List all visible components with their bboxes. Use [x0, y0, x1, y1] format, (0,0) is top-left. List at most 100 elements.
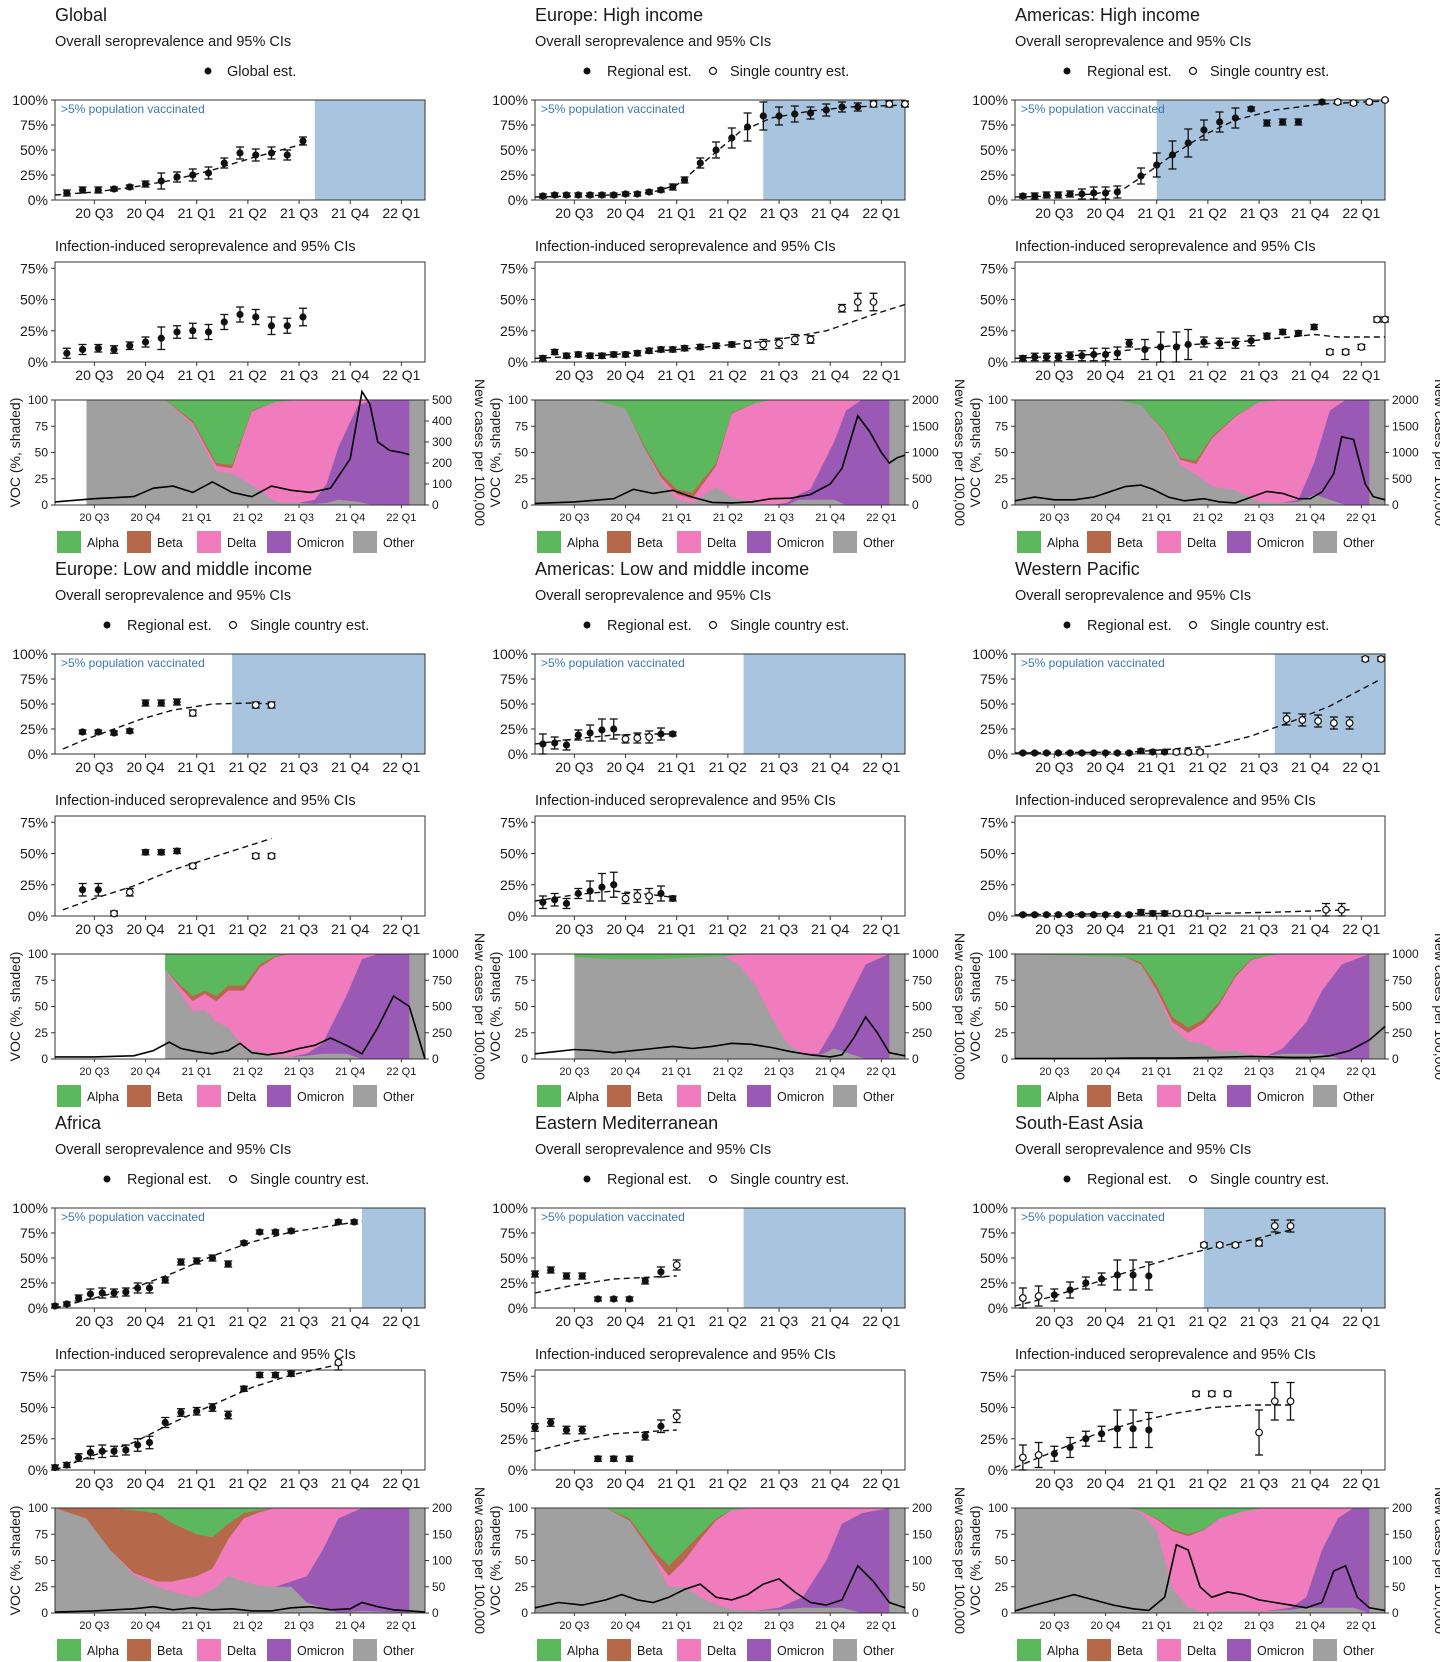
- cases-ytick-label: 50: [1392, 1580, 1406, 1594]
- voc-ytick-label: 50: [995, 1000, 1009, 1014]
- infection-ytick-label: 75%: [980, 1368, 1008, 1384]
- legend-swatch-omicron: [267, 1085, 291, 1107]
- infection-subtitle: Infection-induced seroprevalence and 95%…: [535, 1347, 836, 1363]
- infection-xtick-label: 21 Q3: [760, 1475, 798, 1491]
- cases-ytick-label: 1000: [912, 446, 939, 460]
- vaccinated-label: >5% population vaccinated: [541, 102, 685, 116]
- overall-point-regional: [562, 191, 571, 199]
- overall-point-regional: [283, 151, 291, 159]
- infection-xtick-label: 22 Q1: [1342, 921, 1380, 937]
- infection-ytick-label: 0%: [988, 354, 1008, 370]
- panel-western-pacific: Western Pacific Overall seroprevalence an…: [967, 559, 1440, 1107]
- voc-xtick-label: 20 Q4: [131, 512, 161, 524]
- overall-point-regional: [1042, 191, 1051, 199]
- overall-xtick-label: 21 Q1: [658, 1313, 696, 1329]
- panel-americas-high-income: Americas: High income Overall seroprevale…: [967, 5, 1440, 553]
- overall-point-single: [1298, 716, 1307, 724]
- overall-point-regional: [287, 1227, 295, 1235]
- infection-point-regional: [547, 1418, 555, 1427]
- infection-xtick-label: 20 Q3: [1035, 921, 1073, 937]
- voc-xtick-label: 21 Q3: [764, 1066, 794, 1078]
- overall-point-regional: [110, 185, 118, 193]
- overall-point-regional: [578, 1272, 586, 1280]
- overall-point-regional: [173, 698, 181, 706]
- infection-frame: [534, 1369, 906, 1471]
- voc-xtick-label: 21 Q4: [815, 512, 845, 524]
- infection-point-regional: [1294, 329, 1303, 337]
- infection-xtick-label: 21 Q1: [658, 921, 696, 937]
- infection-point-regional: [562, 899, 571, 908]
- overall-ytick-label: 100%: [12, 1200, 48, 1216]
- overall-point-regional: [621, 190, 630, 198]
- infection-subtitle: Infection-induced seroprevalence and 95%…: [1015, 793, 1316, 809]
- voc-ytick-label: 0: [41, 1606, 48, 1620]
- infection-xtick-label: 20 Q3: [1035, 367, 1073, 383]
- voc-ytick-label: 75: [515, 973, 529, 987]
- cases-ylabel: New cases per 100,000: [472, 379, 488, 526]
- legend-regional-marker: [1063, 1175, 1071, 1183]
- legend-swatch-omicron: [1227, 531, 1251, 553]
- overall-point-regional: [208, 1254, 217, 1262]
- voc-ytick-label: 0: [41, 1052, 48, 1066]
- overall-xtick-label: 20 Q3: [75, 1313, 113, 1329]
- infection-point-regional: [204, 328, 213, 336]
- overall-ytick-label: 0%: [988, 192, 1008, 208]
- overall-ytick-label: 25%: [20, 721, 48, 737]
- infection-point-regional: [94, 344, 102, 352]
- infection-fit-line: [1014, 333, 1385, 359]
- infection-xtick-label: 21 Q2: [229, 921, 267, 937]
- overall-point-regional: [1031, 749, 1039, 757]
- overall-xtick-label: 21 Q1: [1138, 205, 1176, 221]
- overall-subtitle: Overall seroprevalence and 95% CIs: [1015, 588, 1251, 604]
- infection-xtick-label: 21 Q2: [229, 367, 267, 383]
- infection-ytick-label: 50%: [20, 846, 48, 862]
- cases-ytick-label: 150: [912, 1527, 932, 1541]
- overall-xtick-label: 20 Q4: [1086, 1313, 1124, 1329]
- voc-delta-area: [55, 1508, 410, 1598]
- overall-point-single: [1365, 98, 1374, 106]
- voc-ytick-label: 50: [35, 1554, 49, 1568]
- overall-xtick-label: 21 Q3: [1240, 1313, 1278, 1329]
- infection-frame: [54, 1369, 426, 1471]
- voc-ytick-label: 75: [35, 419, 49, 433]
- overall-xtick-label: 21 Q3: [760, 205, 798, 221]
- overall-point-single: [633, 734, 642, 742]
- overall-point-regional: [236, 149, 244, 157]
- overall-xtick-label: 21 Q2: [229, 759, 267, 775]
- overall-ytick-label: 0%: [988, 746, 1008, 762]
- voc-ytick-label: 75: [35, 1527, 49, 1541]
- cases-ytick-label: 1000: [1392, 947, 1419, 961]
- legend-label-omicron: Omicron: [297, 536, 344, 550]
- legend-swatch-beta: [127, 1639, 151, 1661]
- infection-xtick-label: 21 Q4: [811, 367, 849, 383]
- overall-point-regional: [594, 1295, 602, 1303]
- legend-label-omicron: Omicron: [1257, 536, 1304, 550]
- overall-point-regional: [1125, 749, 1133, 757]
- overall-point-regional: [669, 183, 677, 191]
- legend-label-beta: Beta: [637, 1090, 663, 1104]
- legend-swatch-alpha: [1017, 531, 1041, 553]
- infection-point-single: [1270, 1397, 1279, 1406]
- infection-point-regional: [126, 342, 134, 350]
- overall-xtick-label: 21 Q2: [709, 759, 747, 775]
- panel-title: Europe: Low and middle income: [55, 559, 312, 579]
- legend-swatch-delta: [1157, 1085, 1181, 1107]
- voc-alpha-area: [535, 400, 890, 493]
- overall-ytick-label: 25%: [500, 167, 528, 183]
- voc-xtick-label: 20 Q4: [131, 1620, 161, 1632]
- overall-point-regional: [1318, 98, 1326, 106]
- overall-xtick-label: 21 Q3: [760, 759, 798, 775]
- overall-point-regional: [791, 110, 799, 118]
- infection-frame: [1014, 261, 1386, 363]
- legend-swatch-delta: [197, 1639, 221, 1661]
- voc-alpha-area: [86, 400, 410, 466]
- overall-xtick-label: 22 Q1: [862, 205, 900, 221]
- infection-xtick-label: 21 Q1: [1138, 367, 1176, 383]
- infection-ytick-label: 25%: [20, 877, 48, 893]
- voc-xtick-label: 21 Q4: [815, 1066, 845, 1078]
- voc-delta-area: [86, 400, 410, 503]
- overall-xtick-label: 22 Q1: [862, 759, 900, 775]
- cases-ylabel: New cases per 100,000: [1432, 379, 1440, 526]
- cases-ytick-label: 100: [912, 1554, 932, 1568]
- infection-xtick-label: 21 Q3: [760, 367, 798, 383]
